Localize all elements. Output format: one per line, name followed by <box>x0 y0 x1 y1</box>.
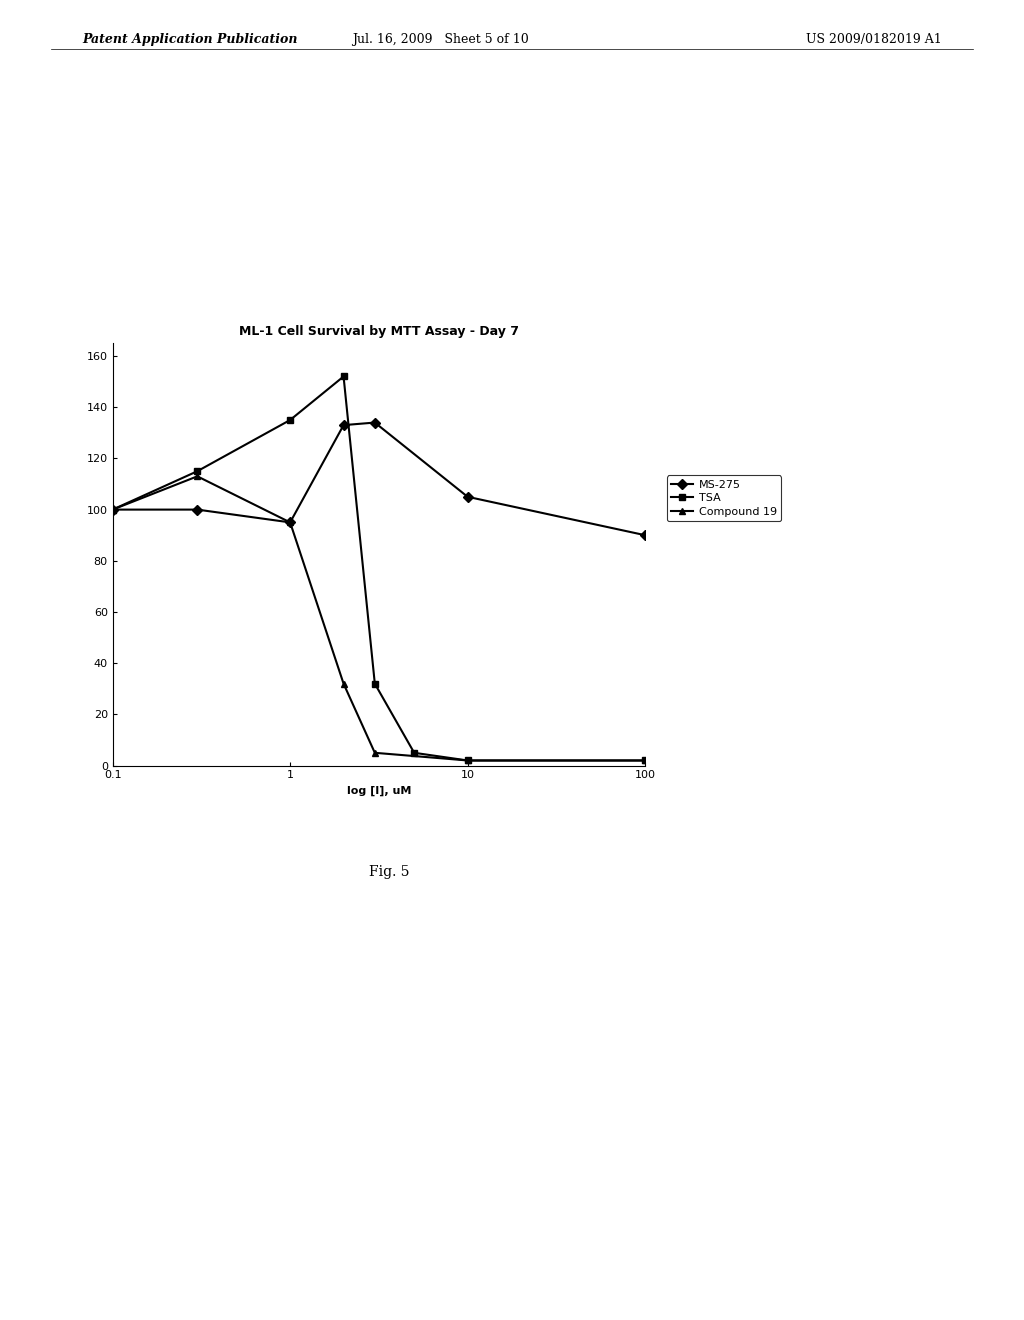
Title: ML-1 Cell Survival by MTT Assay - Day 7: ML-1 Cell Survival by MTT Assay - Day 7 <box>239 325 519 338</box>
MS-275 <box>106 502 119 517</box>
Compound 19 <box>338 676 350 692</box>
MS-275 <box>338 417 350 433</box>
TSA <box>462 752 474 768</box>
TSA <box>191 463 204 479</box>
Line: Compound 19: Compound 19 <box>110 473 648 764</box>
TSA <box>338 368 350 384</box>
Text: US 2009/0182019 A1: US 2009/0182019 A1 <box>806 33 942 46</box>
MS-275 <box>284 515 296 531</box>
Compound 19 <box>462 752 474 768</box>
TSA <box>639 752 651 768</box>
TSA <box>284 412 296 428</box>
MS-275 <box>369 414 381 430</box>
Compound 19 <box>191 469 204 484</box>
MS-275 <box>191 502 204 517</box>
Legend: MS-275, TSA, Compound 19: MS-275, TSA, Compound 19 <box>667 475 781 521</box>
Compound 19 <box>106 502 119 517</box>
TSA <box>369 676 381 692</box>
MS-275 <box>462 488 474 504</box>
TSA <box>106 502 119 517</box>
Line: TSA: TSA <box>110 374 648 764</box>
Compound 19 <box>369 744 381 760</box>
Text: Fig. 5: Fig. 5 <box>369 865 410 879</box>
Compound 19 <box>284 515 296 531</box>
TSA <box>408 744 420 760</box>
Line: MS-275: MS-275 <box>110 418 648 539</box>
Text: Patent Application Publication: Patent Application Publication <box>82 33 297 46</box>
Compound 19 <box>639 752 651 768</box>
MS-275 <box>639 527 651 543</box>
X-axis label: log [I], uM: log [I], uM <box>347 785 411 796</box>
Text: Jul. 16, 2009   Sheet 5 of 10: Jul. 16, 2009 Sheet 5 of 10 <box>352 33 528 46</box>
